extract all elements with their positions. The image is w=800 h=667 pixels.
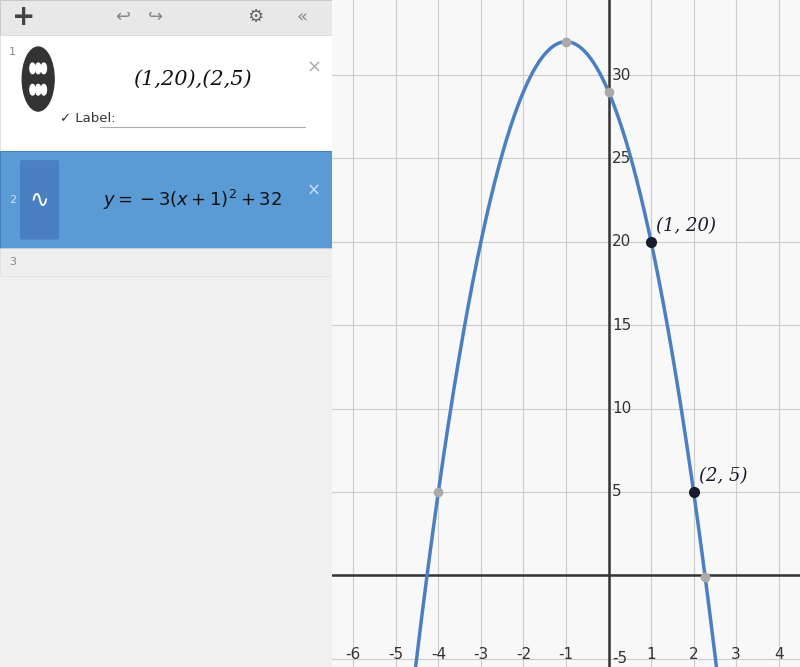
FancyBboxPatch shape bbox=[0, 151, 332, 248]
Text: -3: -3 bbox=[474, 647, 489, 662]
Text: 2: 2 bbox=[9, 195, 16, 205]
Text: 4: 4 bbox=[774, 647, 783, 662]
Text: 25: 25 bbox=[612, 151, 631, 166]
Text: 20: 20 bbox=[612, 234, 631, 249]
Text: 1: 1 bbox=[9, 47, 16, 57]
Text: +: + bbox=[11, 3, 35, 31]
FancyBboxPatch shape bbox=[0, 0, 332, 35]
Text: ×: × bbox=[307, 181, 321, 199]
Text: -6: -6 bbox=[346, 647, 361, 662]
Text: ✓ Label:: ✓ Label: bbox=[60, 112, 115, 125]
Text: (1, 20): (1, 20) bbox=[656, 217, 716, 235]
Circle shape bbox=[41, 63, 46, 74]
Text: 30: 30 bbox=[612, 67, 631, 83]
FancyBboxPatch shape bbox=[0, 35, 332, 151]
Text: 3: 3 bbox=[731, 647, 741, 662]
FancyBboxPatch shape bbox=[20, 160, 59, 239]
Circle shape bbox=[41, 85, 46, 95]
Circle shape bbox=[22, 47, 54, 111]
Text: 15: 15 bbox=[612, 317, 631, 333]
Text: (1,20),(2,5): (1,20),(2,5) bbox=[134, 69, 252, 89]
Text: 5: 5 bbox=[612, 484, 622, 500]
Text: -5: -5 bbox=[388, 647, 403, 662]
Text: -2: -2 bbox=[516, 647, 531, 662]
Text: 1: 1 bbox=[646, 647, 656, 662]
Text: ↪: ↪ bbox=[149, 9, 164, 26]
Text: ×: × bbox=[306, 59, 322, 76]
Text: 10: 10 bbox=[612, 401, 631, 416]
Circle shape bbox=[35, 63, 41, 74]
Text: ⚙: ⚙ bbox=[247, 9, 264, 26]
Text: $y = -3(x + 1)^{2} + 32$: $y = -3(x + 1)^{2} + 32$ bbox=[103, 187, 282, 212]
Text: -5: -5 bbox=[612, 651, 627, 666]
FancyBboxPatch shape bbox=[0, 248, 332, 276]
Text: -4: -4 bbox=[431, 647, 446, 662]
Text: 2: 2 bbox=[689, 647, 698, 662]
Text: ∿: ∿ bbox=[30, 188, 50, 211]
Text: «: « bbox=[297, 9, 308, 26]
Circle shape bbox=[30, 85, 35, 95]
Text: -1: -1 bbox=[558, 647, 574, 662]
Text: (2, 5): (2, 5) bbox=[698, 468, 747, 486]
Circle shape bbox=[35, 85, 41, 95]
Text: 3: 3 bbox=[9, 257, 16, 267]
Circle shape bbox=[30, 63, 35, 74]
Text: ↩: ↩ bbox=[115, 9, 130, 26]
